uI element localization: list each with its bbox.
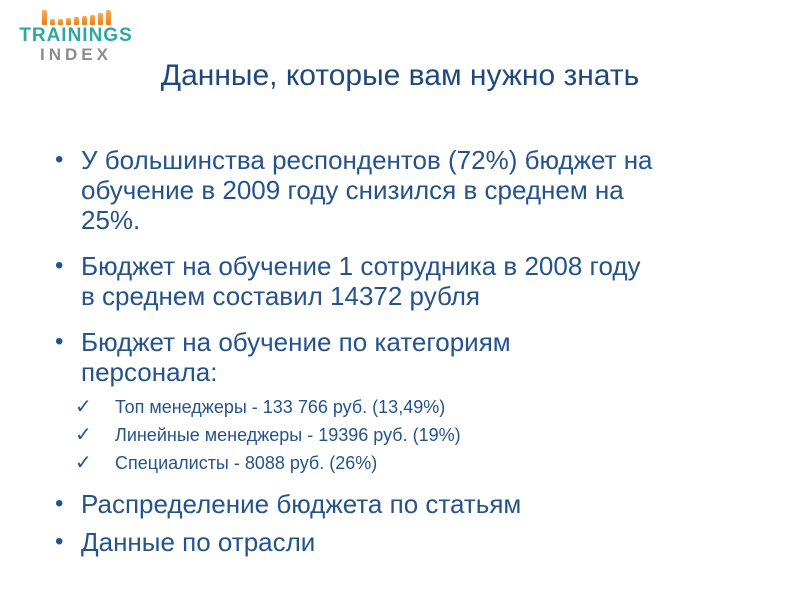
checkmark-icon: ✓ bbox=[75, 452, 92, 474]
bullet-item-budget-decrease: • У большинства респондентов (72%) бюдже… bbox=[55, 145, 765, 235]
bullet-dot-icon: • bbox=[55, 146, 64, 173]
logo-trainings-text: TRAININGS bbox=[19, 25, 133, 46]
bullet-item-budget-per-employee: • Бюджет на обучение 1 сотрудника в 2008… bbox=[55, 251, 765, 311]
bullet-dot-icon: • bbox=[55, 328, 64, 355]
bullet-item-budget-distribution: • Распределение бюджета по статьям bbox=[55, 489, 765, 519]
bullet-text: Данные по отрасли bbox=[81, 527, 316, 557]
sub-item-top-managers: ✓ Топ менеджеры - 133 766 руб. (13,49%) bbox=[55, 393, 765, 421]
slide-title: Данные, которые вам нужно знать bbox=[160, 59, 640, 92]
bar-chart-icon bbox=[10, 10, 142, 25]
checkmark-icon: ✓ bbox=[75, 424, 92, 446]
checkmark-icon: ✓ bbox=[75, 396, 92, 418]
bullet-text: У большинства респондентов (72%) бюджет … bbox=[81, 145, 653, 235]
bullet-text: Бюджет на обучение 1 сотрудника в 2008 г… bbox=[81, 251, 641, 311]
trainings-index-logo: TRAININGS INDEX bbox=[10, 10, 142, 63]
sub-item-specialists: ✓ Специалисты - 8088 руб. (26%) bbox=[55, 449, 765, 477]
bullet-item-industry-data: • Данные по отрасли bbox=[55, 527, 765, 557]
bullet-dot-icon: • bbox=[55, 528, 64, 555]
logo-index-text: INDEX bbox=[40, 45, 112, 64]
sub-item-text: Специалисты - 8088 руб. (26%) bbox=[115, 453, 378, 473]
bullet-text: Бюджет на обучение по категориям персона… bbox=[81, 327, 511, 387]
sub-item-text: Линейные менеджеры - 19396 руб. (19%) bbox=[115, 425, 461, 445]
bullet-dot-icon: • bbox=[55, 490, 64, 517]
bullet-text: Распределение бюджета по статьям bbox=[81, 489, 522, 519]
bullet-item-budget-by-category: • Бюджет на обучение по категориям персо… bbox=[55, 327, 765, 387]
category-sublist: ✓ Топ менеджеры - 133 766 руб. (13,49%) … bbox=[55, 393, 765, 477]
slide-body: • У большинства респондентов (72%) бюдже… bbox=[55, 145, 765, 565]
sub-item-line-managers: ✓ Линейные менеджеры - 19396 руб. (19%) bbox=[55, 421, 765, 449]
bullet-dot-icon: • bbox=[55, 252, 64, 279]
sub-item-text: Топ менеджеры - 133 766 руб. (13,49%) bbox=[115, 397, 446, 417]
